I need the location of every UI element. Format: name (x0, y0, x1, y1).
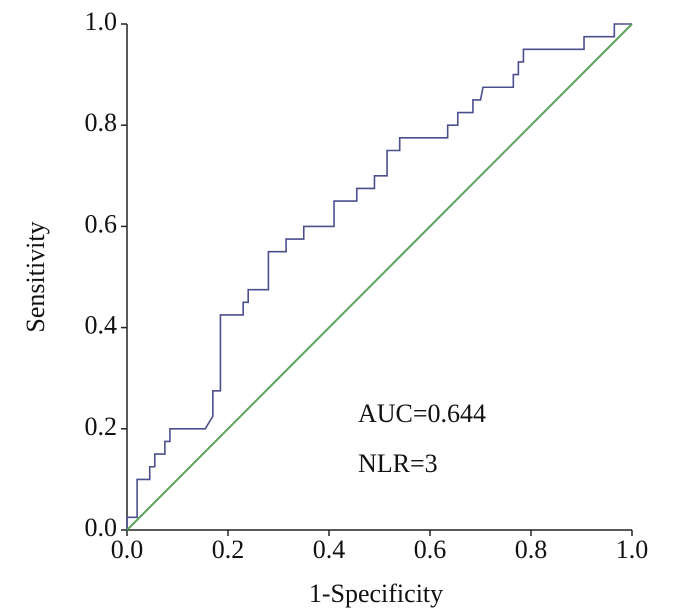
y-tick-label: 1.0 (85, 7, 118, 36)
y-tick-label: 0.4 (85, 311, 118, 340)
y-tick-label: 0.8 (85, 108, 118, 137)
annotation: NLR=3 (358, 449, 438, 478)
annotation: AUC=0.644 (358, 399, 486, 428)
x-tick-label: 1.0 (616, 535, 649, 564)
x-tick-label: 0.2 (212, 535, 245, 564)
roc-line (126, 23, 633, 531)
y-tick-label: 0.0 (85, 513, 118, 542)
x-tick-label: 0.8 (515, 535, 548, 564)
x-tick-label: 0.0 (111, 535, 144, 564)
y-tick-label: 0.6 (85, 209, 118, 238)
y-tick-label: 0.2 (85, 412, 118, 441)
roc-line (126, 23, 632, 530)
x-axis-label: 1-Specificity (309, 579, 443, 608)
x-tick-label: 0.6 (414, 535, 447, 564)
y-axis-label: Sensitivity (21, 221, 50, 332)
x-tick-label: 0.4 (313, 535, 346, 564)
